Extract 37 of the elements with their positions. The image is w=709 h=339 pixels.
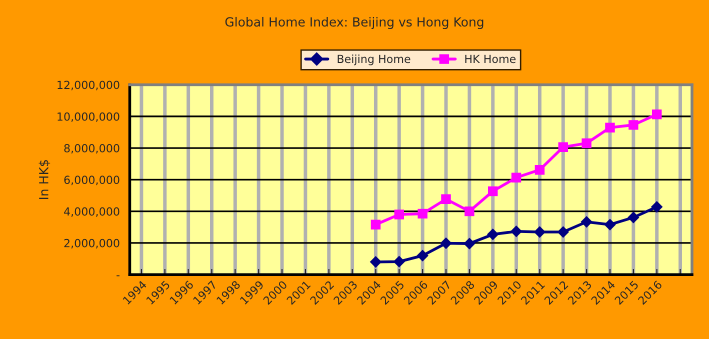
y-axis-title: In HK$: [38, 160, 50, 200]
point: [652, 109, 662, 120]
legend-label: HK Home: [465, 54, 516, 64]
y-tick-label: 4,000,000: [64, 207, 120, 217]
point: [464, 238, 476, 250]
y-tick-label: 2,000,000: [64, 238, 120, 248]
point: [558, 142, 568, 152]
point: [605, 122, 615, 132]
y-tick-label: 10,000,000: [58, 112, 120, 122]
point: [651, 201, 662, 212]
point: [580, 216, 592, 228]
y-tick-label: 12,000,000: [58, 80, 120, 90]
y-tick-label: 6,000,000: [64, 176, 120, 186]
point: [487, 228, 498, 240]
y-tick-label: 8,000,000: [64, 144, 120, 154]
point: [510, 226, 522, 238]
point: [370, 256, 382, 268]
point: [604, 218, 616, 230]
point: [370, 220, 381, 230]
point: [511, 172, 522, 182]
point: [394, 210, 404, 220]
point: [582, 138, 592, 148]
point: [488, 186, 498, 196]
point: [394, 256, 405, 268]
point: [628, 120, 638, 130]
chart-title: Global Home Index: Beijing vs Hong Kong: [225, 16, 484, 30]
point: [628, 212, 640, 224]
legend-label: Beijing Home: [338, 54, 410, 66]
point: [441, 194, 451, 204]
point: [534, 226, 546, 238]
point: [558, 226, 569, 238]
point: [464, 206, 474, 216]
y-tick-label: -: [116, 275, 120, 276]
point: [440, 238, 452, 249]
point: [416, 250, 428, 262]
point: [418, 208, 428, 219]
point: [534, 165, 545, 175]
